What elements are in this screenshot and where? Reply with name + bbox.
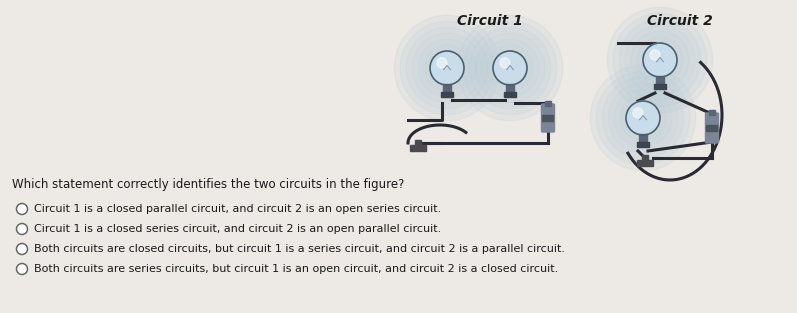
FancyBboxPatch shape: [656, 76, 664, 85]
Text: Circuit 1 is a closed parallel circuit, and circuit 2 is an open series circuit.: Circuit 1 is a closed parallel circuit, …: [34, 204, 442, 214]
Circle shape: [17, 223, 28, 234]
Circle shape: [475, 33, 545, 103]
Circle shape: [613, 13, 707, 107]
Circle shape: [463, 21, 557, 115]
Circle shape: [17, 244, 28, 254]
Circle shape: [457, 15, 563, 121]
Circle shape: [406, 27, 488, 109]
FancyBboxPatch shape: [544, 101, 552, 106]
Circle shape: [500, 58, 510, 68]
FancyBboxPatch shape: [506, 84, 514, 93]
FancyBboxPatch shape: [637, 141, 649, 147]
Circle shape: [400, 21, 494, 115]
Text: Both circuits are series circuits, but circuit 1 is an open circuit, and circuit: Both circuits are series circuits, but c…: [34, 264, 558, 274]
Circle shape: [614, 89, 672, 147]
Circle shape: [487, 45, 533, 91]
Circle shape: [625, 25, 695, 95]
Circle shape: [608, 83, 678, 153]
Circle shape: [430, 51, 464, 85]
FancyBboxPatch shape: [543, 115, 553, 121]
FancyBboxPatch shape: [639, 134, 647, 142]
Circle shape: [620, 95, 666, 141]
Circle shape: [626, 101, 660, 135]
Circle shape: [596, 71, 689, 165]
Text: Circuit 2: Circuit 2: [647, 14, 713, 28]
Circle shape: [418, 39, 476, 97]
Circle shape: [643, 43, 677, 77]
Circle shape: [469, 27, 551, 109]
Circle shape: [650, 50, 660, 60]
Circle shape: [412, 33, 482, 103]
Circle shape: [619, 19, 701, 101]
FancyBboxPatch shape: [410, 145, 426, 151]
Circle shape: [631, 31, 689, 89]
Circle shape: [637, 37, 683, 83]
FancyBboxPatch shape: [642, 155, 648, 161]
Text: Circuit 1 is a closed series circuit, and circuit 2 is an open parallel circuit.: Circuit 1 is a closed series circuit, an…: [34, 224, 442, 234]
Circle shape: [493, 51, 527, 85]
FancyBboxPatch shape: [654, 84, 666, 90]
Text: Both circuits are closed circuits, but circuit 1 is a series circuit, and circui: Both circuits are closed circuits, but c…: [34, 244, 565, 254]
Circle shape: [603, 77, 684, 159]
FancyBboxPatch shape: [541, 104, 555, 132]
Text: Circuit 1: Circuit 1: [457, 14, 523, 28]
Circle shape: [607, 7, 713, 113]
Circle shape: [591, 65, 696, 171]
Circle shape: [481, 39, 539, 97]
FancyBboxPatch shape: [441, 91, 453, 97]
FancyBboxPatch shape: [709, 110, 715, 115]
FancyBboxPatch shape: [705, 113, 719, 143]
Circle shape: [17, 264, 28, 275]
Text: Which statement correctly identifies the two circuits in the figure?: Which statement correctly identifies the…: [12, 178, 404, 191]
Circle shape: [395, 15, 500, 121]
FancyBboxPatch shape: [706, 125, 717, 131]
Circle shape: [437, 58, 447, 68]
FancyBboxPatch shape: [504, 91, 516, 97]
FancyBboxPatch shape: [415, 140, 421, 146]
Circle shape: [17, 203, 28, 214]
Circle shape: [424, 45, 470, 91]
Circle shape: [633, 108, 643, 118]
FancyBboxPatch shape: [443, 84, 451, 93]
FancyBboxPatch shape: [637, 160, 653, 166]
